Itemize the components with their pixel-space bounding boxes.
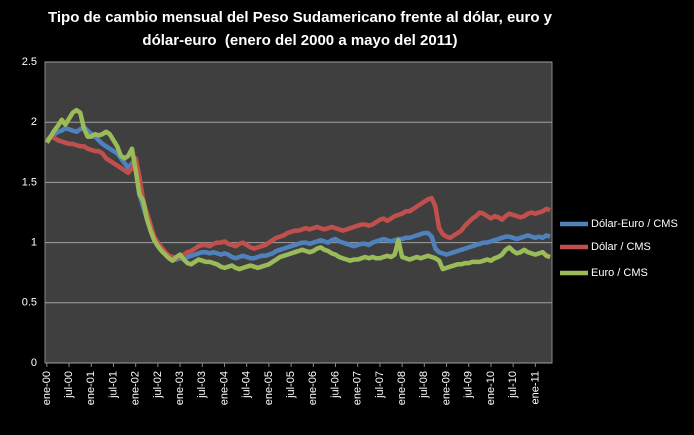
x-tick-label: jul-01 <box>107 371 119 399</box>
x-tick-label: jul-08 <box>418 371 430 399</box>
x-tick-label: jul-00 <box>63 371 75 399</box>
y-tick-label: 2.5 <box>22 56 37 68</box>
x-tick-label: ene-06 <box>307 371 319 405</box>
series-line <box>45 124 551 262</box>
x-tick-label: jul-02 <box>152 371 164 399</box>
y-tick-label: 2 <box>31 116 37 128</box>
x-tick-label: ene-10 <box>485 371 497 405</box>
legend-label: Euro / CMS <box>591 267 648 279</box>
plot-area <box>44 61 553 364</box>
x-tick-label: ene-04 <box>218 371 230 405</box>
series-line <box>44 107 551 272</box>
x-tick-label: ene-02 <box>130 371 142 405</box>
x-tick-label: ene-11 <box>529 371 541 404</box>
chart-title: Tipo de cambio mensual del Peso Sudameri… <box>48 9 553 26</box>
x-tick-label: ene-08 <box>396 371 408 405</box>
x-tick-label: jul-03 <box>196 371 208 399</box>
x-tick-label: ene-00 <box>41 371 53 405</box>
chart-title: dólar-euro (enero del 2000 a mayo del 20… <box>142 32 457 49</box>
y-tick-label: 0.5 <box>22 297 37 309</box>
y-tick-label: 0 <box>31 357 37 369</box>
x-tick-label: ene-03 <box>174 371 186 405</box>
x-tick-label: ene-01 <box>85 371 97 405</box>
x-tick-label: ene-05 <box>263 371 275 405</box>
x-tick-label: jul-07 <box>374 371 386 399</box>
x-tick-label: jul-10 <box>507 371 519 399</box>
y-tick-label: 1 <box>31 237 37 249</box>
x-tick-label: jul-06 <box>329 371 341 399</box>
series-line <box>45 134 551 261</box>
x-tick-label: ene-09 <box>440 371 452 405</box>
x-tick-label: jul-09 <box>463 371 475 399</box>
x-tick-label: ene-07 <box>352 371 364 405</box>
y-tick-label: 1.5 <box>22 176 37 188</box>
x-tick-label: jul-05 <box>285 371 297 399</box>
legend-label: Dólar-Euro / CMS <box>591 218 678 230</box>
x-tick-label: jul-04 <box>241 371 253 399</box>
legend-label: Dólar / CMS <box>591 241 651 253</box>
